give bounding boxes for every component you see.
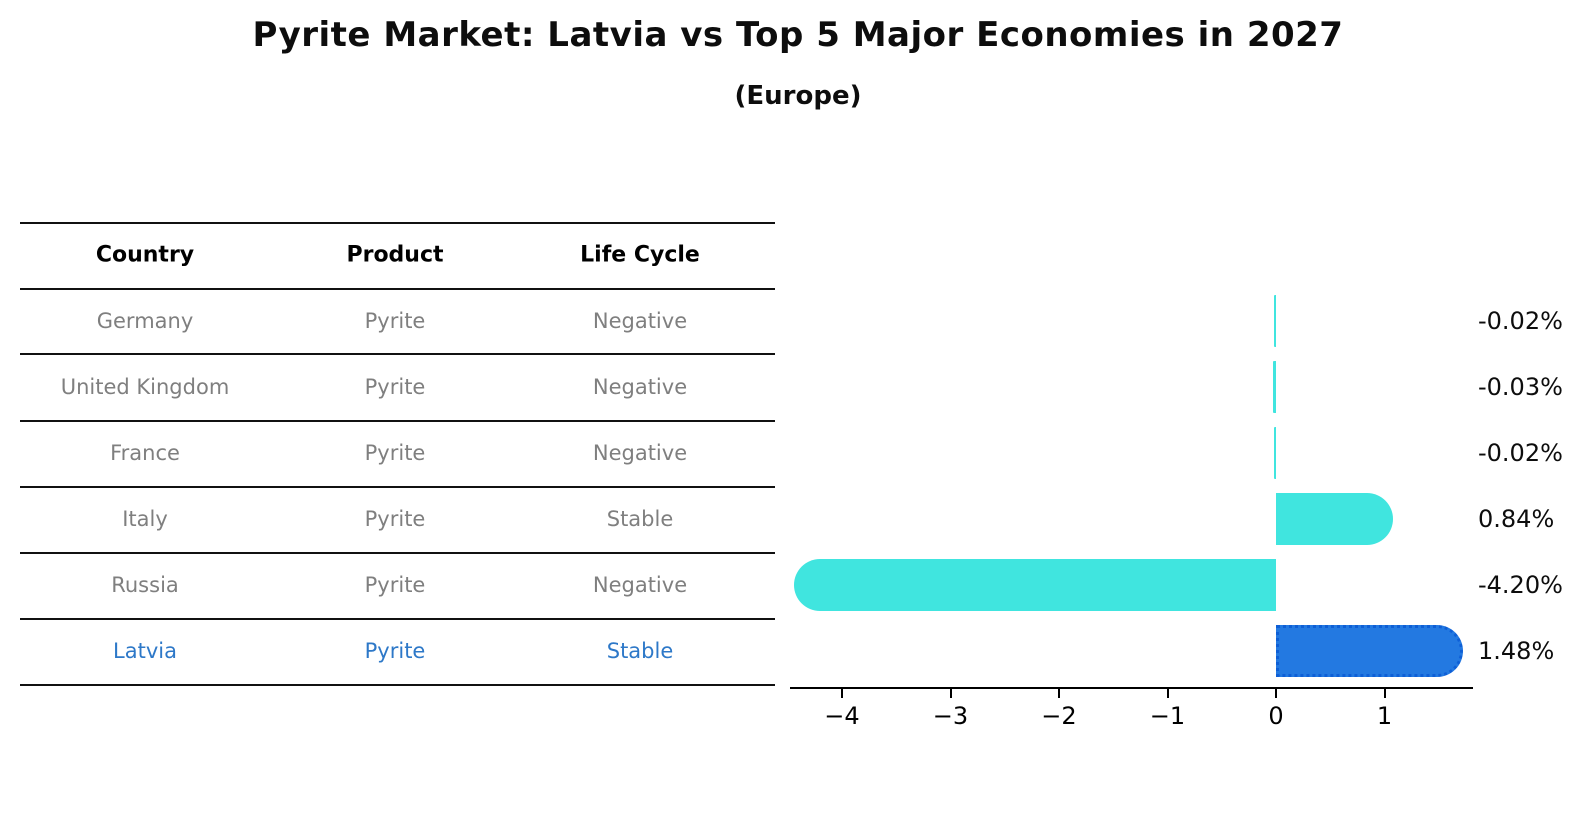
header-cell-country: Country [95, 242, 195, 268]
value-label-united-kingdom: -0.03% [1478, 372, 1563, 401]
table-cell-russia-product: Pyrite [364, 573, 426, 597]
table-cell-france-life-cycle: Negative [592, 441, 688, 465]
table-cell-russia-country: Russia [111, 573, 179, 597]
x-tick-mark [1383, 689, 1386, 698]
table-divider [20, 618, 775, 620]
table-cell-france-country: France [110, 441, 180, 465]
bar-germany [1273, 294, 1276, 347]
table-divider [20, 353, 775, 355]
x-axis-line [790, 687, 1473, 689]
table-divider [20, 222, 775, 224]
chart-subtitle: (Europe) [734, 81, 862, 111]
table-cell-latvia-country: Latvia [113, 639, 177, 663]
table-divider [20, 552, 775, 554]
value-label-latvia: 1.48% [1478, 637, 1555, 665]
table-cell-italy-life-cycle: Stable [606, 507, 674, 531]
x-tick-label: −2 [1041, 702, 1077, 730]
table-cell-france-product: Pyrite [364, 441, 426, 465]
x-tick-label: −3 [932, 702, 969, 730]
table-cell-italy-country: Italy [122, 507, 168, 531]
table-cell-germany-life-cycle: Negative [592, 308, 688, 333]
table-cell-united-kingdom-product: Pyrite [364, 374, 426, 399]
bar-france [1273, 427, 1276, 479]
bar-russia [794, 559, 1276, 611]
table-cell-germany-country: Germany [96, 308, 194, 333]
table-divider [20, 684, 775, 686]
x-tick-mark [841, 689, 843, 698]
table-cell-italy-product: Pyrite [364, 507, 426, 531]
x-tick-mark [1058, 689, 1060, 698]
header-cell-life-cycle: Life Cycle [580, 242, 700, 268]
table-divider [20, 420, 775, 422]
x-tick-label: −4 [824, 702, 860, 730]
bar-united-kingdom [1272, 360, 1276, 413]
table-cell-latvia-product: Pyrite [364, 639, 426, 663]
value-label-france: -0.02% [1478, 439, 1563, 467]
x-tick-mark [1166, 689, 1169, 698]
header-cell-product: Product [346, 242, 444, 268]
x-tick-mark [949, 689, 952, 698]
table-divider [20, 486, 775, 488]
table-cell-united-kingdom-country: United Kingdom [60, 374, 230, 399]
bar-italy [1276, 493, 1394, 545]
chart-title: Pyrite Market: Latvia vs Top 5 Major Eco… [252, 15, 1344, 55]
table-cell-united-kingdom-life-cycle: Negative [592, 374, 688, 399]
table-cell-russia-life-cycle: Negative [592, 573, 688, 597]
value-label-russia: -4.20% [1478, 571, 1563, 599]
x-tick-mark [1275, 689, 1277, 698]
bar-latvia [1276, 625, 1463, 677]
x-tick-label: −1 [1149, 702, 1186, 730]
value-label-germany: -0.02% [1478, 306, 1563, 335]
table-cell-germany-product: Pyrite [364, 308, 426, 333]
value-label-italy: 0.84% [1478, 505, 1555, 533]
x-tick-label: 0 [1268, 702, 1284, 730]
x-tick-label: 1 [1376, 702, 1393, 730]
table-cell-latvia-life-cycle: Stable [606, 639, 674, 663]
table-divider [20, 288, 775, 290]
